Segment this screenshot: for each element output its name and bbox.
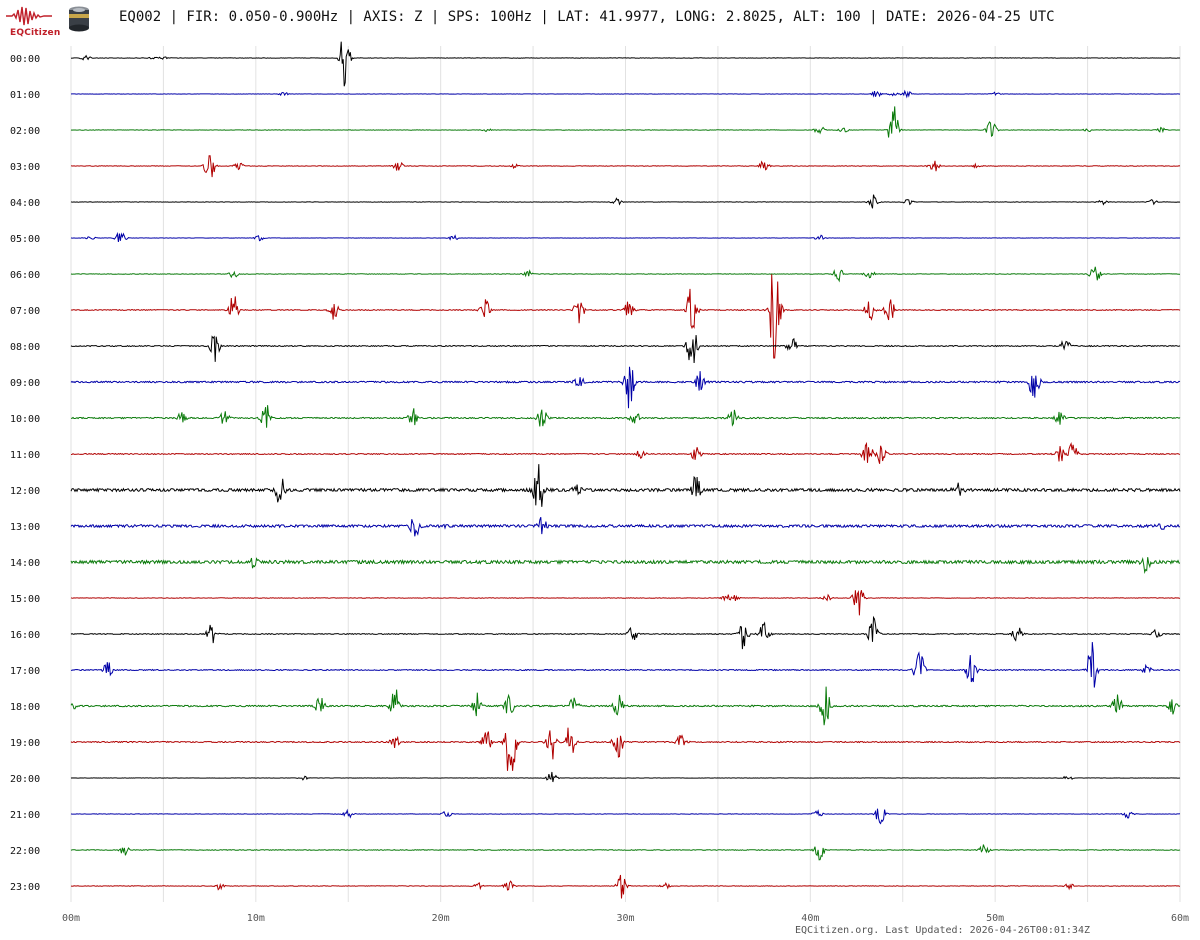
seismic-trace-line <box>71 155 1181 178</box>
x-tick-label: 20m <box>432 913 450 924</box>
row-time-label: 23:00 <box>10 882 40 893</box>
seismic-trace-line <box>70 642 1181 688</box>
seismic-trace-line <box>70 106 1181 138</box>
row-time-label: 05:00 <box>10 234 40 245</box>
row-time-label: 02:00 <box>10 126 40 137</box>
seismic-trace-line <box>70 441 1181 464</box>
seismic-trace-line <box>70 808 1181 825</box>
row-time-label: 03:00 <box>10 162 40 173</box>
x-tick-label: 10m <box>247 913 265 924</box>
seismometer-sensor-icon <box>68 5 90 33</box>
seismogram-wave-logo-icon: EQCitizen <box>6 4 61 38</box>
x-tick-label: 60m <box>1171 913 1189 924</box>
last-updated-footer: EQCitizen.org. Last Updated: 2026-04-26T… <box>794 925 1090 936</box>
row-time-label: 06:00 <box>10 270 40 281</box>
x-tick-label: 30m <box>616 913 634 924</box>
logo-text: EQCitizen <box>10 28 61 38</box>
row-time-label: 16:00 <box>10 630 40 641</box>
row-time-label: 01:00 <box>10 90 40 101</box>
seismic-trace-line <box>70 727 1181 771</box>
chart-title: EQ002 | FIR: 0.050-0.900Hz | AXIS: Z | S… <box>119 9 1055 25</box>
seismic-trace-line <box>70 366 1181 409</box>
seismic-trace-line <box>71 874 1181 899</box>
seismic-trace-line <box>70 194 1181 209</box>
row-time-label: 14:00 <box>10 558 40 569</box>
row-time-label: 21:00 <box>10 810 40 821</box>
seismic-trace-line <box>70 89 1181 99</box>
seismic-trace-line <box>70 615 1181 650</box>
seismic-trace-line <box>70 556 1181 575</box>
row-time-label: 08:00 <box>10 342 40 353</box>
row-time-label: 19:00 <box>10 738 40 749</box>
seismic-trace-line <box>70 589 1180 616</box>
seismic-trace-line <box>70 464 1181 507</box>
row-time-label: 11:00 <box>10 450 40 461</box>
row-time-label: 20:00 <box>10 774 40 785</box>
row-time-label: 09:00 <box>10 378 40 389</box>
seismic-trace-line <box>70 335 1181 364</box>
row-time-label: 17:00 <box>10 666 40 677</box>
row-time-label: 10:00 <box>10 414 40 425</box>
row-time-label: 07:00 <box>10 306 40 317</box>
x-tick-label: 00m <box>62 913 80 924</box>
seismic-trace-line <box>70 266 1180 283</box>
row-time-label: 00:00 <box>10 54 40 65</box>
row-time-label: 22:00 <box>10 846 40 857</box>
seismic-trace-line <box>70 517 1181 537</box>
row-time-label: 18:00 <box>10 702 40 713</box>
x-tick-label: 40m <box>801 913 819 924</box>
row-time-label: 15:00 <box>10 594 40 605</box>
seismic-trace-line <box>70 41 1181 87</box>
seismic-trace-line <box>70 231 1181 242</box>
x-tick-label: 50m <box>986 913 1004 924</box>
row-time-label: 13:00 <box>10 522 40 533</box>
seismic-trace-line <box>70 405 1181 428</box>
seismic-trace-line <box>70 771 1181 783</box>
seismic-trace-line <box>70 844 1181 861</box>
seismic-trace-line <box>70 274 1181 359</box>
seismic-trace-line <box>70 686 1181 726</box>
row-time-label: 12:00 <box>10 486 40 497</box>
row-time-label: 04:00 <box>10 198 40 209</box>
